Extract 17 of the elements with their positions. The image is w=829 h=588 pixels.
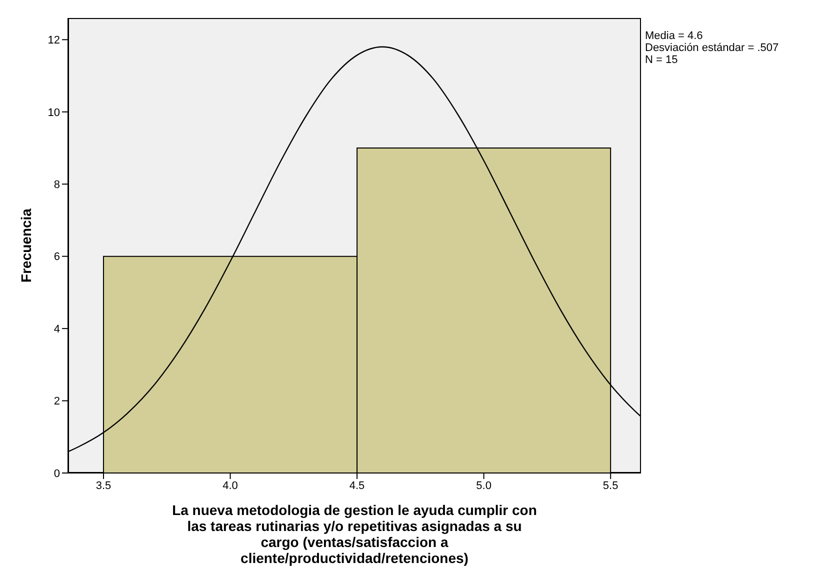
- text: Media = 4.6: [645, 30, 704, 42]
- y-tick-label: 12: [48, 34, 60, 47]
- y-tick-label: 2: [54, 396, 60, 408]
- text: Desviación estándar = .507: [645, 42, 779, 54]
- y-tick-label: 0: [54, 468, 60, 480]
- y-tick-label: 8: [54, 179, 60, 192]
- x-tick-label: 3.5: [96, 480, 112, 492]
- x-tick-label: 4.0: [222, 480, 238, 492]
- x-tick-label: 5.5: [602, 480, 618, 492]
- y-tick-label: 6: [54, 251, 60, 264]
- y-tick-label: 4: [54, 323, 60, 336]
- x-tick-label: 4.5: [349, 480, 365, 492]
- y-tick-label: 10: [48, 106, 60, 119]
- text: N = 15: [645, 54, 679, 66]
- x-tick-label: 5.0: [476, 480, 492, 492]
- x-axis-title: La nueva metodologia de gestion le ayuda cumplir con las tareas rutinarias y/o repetitivas asignadas a su cargo (ventas/satisfaccion a cliente/productividad/retenciones): [172, 502, 537, 566]
- y-axis-title: Frecuencia: [18, 208, 34, 282]
